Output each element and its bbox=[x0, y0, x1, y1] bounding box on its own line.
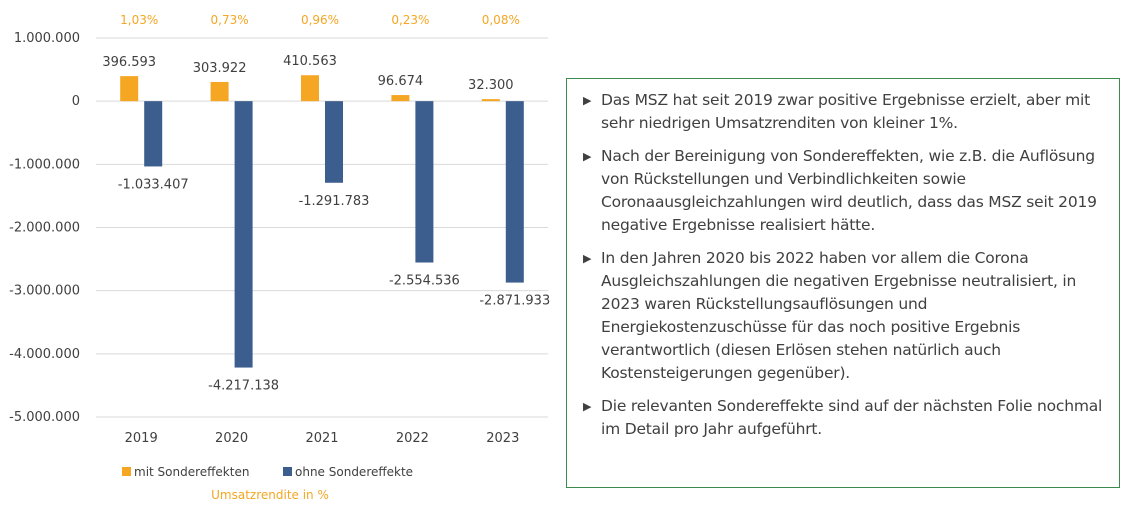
data-labels: 396.593 -1.033.407 303.922 -4.217.138 410.56… bbox=[102, 54, 550, 393]
bullet-text: Das MSZ hat seit 2019 zwar positive Erge… bbox=[601, 91, 1090, 132]
data-label: -4.217.138 bbox=[208, 379, 279, 394]
bar-mit-sondereffekten bbox=[120, 76, 139, 102]
y-tick-label: -3.000.000 bbox=[9, 284, 80, 299]
return-labels: 1,03% 0,73% 0,96% 0,23% 0,08% bbox=[120, 13, 520, 27]
bullet-item: ▶ Nach der Bereinigung von Sondereffekten… bbox=[581, 145, 1105, 237]
legend-label: mit Sondereffekten bbox=[134, 465, 249, 479]
bullet-list: ▶ Das MSZ hat seit 2019 zwar positive Erg… bbox=[581, 89, 1105, 441]
data-label: -1.033.407 bbox=[118, 177, 189, 192]
return-label: 0,96% bbox=[301, 13, 339, 27]
bullet-text: Nach der Bereinigung von Sondereffekten,… bbox=[601, 147, 1097, 234]
data-label: -2.554.536 bbox=[389, 274, 460, 289]
bar-mit-sondereffekten bbox=[301, 75, 319, 102]
x-tick-label: 2021 bbox=[305, 431, 338, 446]
y-tick-label: -2.000.000 bbox=[9, 221, 80, 236]
bars bbox=[120, 75, 524, 368]
return-label: 1,03% bbox=[120, 13, 158, 27]
bullet-item: ▶ Die relevanten Sondereffekte sind auf d… bbox=[581, 395, 1105, 441]
bullet-arrow-icon: ▶ bbox=[583, 400, 592, 413]
legend-swatch bbox=[283, 467, 292, 476]
data-label: 96.674 bbox=[378, 74, 424, 89]
bullet-arrow-icon: ▶ bbox=[583, 94, 592, 107]
data-label: -1.291.783 bbox=[299, 194, 370, 209]
y-tick-label: -5.000.000 bbox=[9, 410, 80, 425]
x-axis-ticks: 2019 2020 2021 2022 2023 bbox=[125, 431, 520, 446]
y-tick-label: -4.000.000 bbox=[9, 347, 80, 362]
legend: mit Sondereffekten ohne Sondereffekte Umsa… bbox=[122, 465, 413, 502]
data-label: 396.593 bbox=[102, 55, 156, 70]
bar-mit-sondereffekten bbox=[210, 81, 229, 102]
x-tick-label: 2022 bbox=[396, 431, 429, 446]
y-tick-label: 0 bbox=[72, 94, 80, 109]
x-tick-label: 2023 bbox=[486, 431, 519, 446]
legend-label: ohne Sondereffekte bbox=[295, 465, 413, 479]
y-tick-label: -1.000.000 bbox=[9, 157, 80, 172]
bullet-item: ▶ Das MSZ hat seit 2019 zwar positive Erg… bbox=[581, 89, 1105, 135]
return-label: 0,23% bbox=[391, 13, 429, 27]
return-label: 0,73% bbox=[211, 13, 249, 27]
bar-ohne-sondereffekte bbox=[144, 101, 163, 167]
x-tick-label: 2020 bbox=[215, 431, 248, 446]
bullet-text: Die relevanten Sondereffekte sind auf de… bbox=[601, 397, 1103, 438]
legend-swatch bbox=[122, 467, 131, 476]
data-label: -2.871.933 bbox=[479, 294, 550, 309]
bar-ohne-sondereffekte bbox=[234, 101, 253, 368]
bullet-arrow-icon: ▶ bbox=[583, 252, 592, 265]
bullet-arrow-icon: ▶ bbox=[583, 150, 592, 163]
returns-legend-label: Umsatzrendite in % bbox=[211, 488, 329, 502]
y-tick-label: 1.000.000 bbox=[14, 31, 80, 46]
bar-ohne-sondereffekte bbox=[505, 101, 524, 283]
bullet-text: In den Jahren 2020 bis 2022 haben vor al… bbox=[601, 249, 1077, 382]
return-label: 0,08% bbox=[482, 13, 520, 27]
x-tick-label: 2019 bbox=[125, 431, 158, 446]
data-label: 410.563 bbox=[283, 54, 337, 69]
data-label: 303.922 bbox=[193, 61, 247, 76]
y-axis-ticks: 1.000.000 0 -1.000.000 -2.000.000 -3.000.000… bbox=[9, 31, 80, 425]
commentary-box: ▶ Das MSZ hat seit 2019 zwar positive Erg… bbox=[566, 78, 1120, 488]
bar-ohne-sondereffekte bbox=[415, 101, 434, 263]
grid-lines bbox=[96, 37, 548, 418]
bar-mit-sondereffekten bbox=[481, 99, 500, 102]
bullet-item: ▶ In den Jahren 2020 bis 2022 haben vor a… bbox=[581, 247, 1105, 385]
data-label: 32.300 bbox=[468, 78, 514, 93]
bar-mit-sondereffekten bbox=[391, 95, 410, 102]
bar-chart: 1.000.000 0 -1.000.000 -2.000.000 -3.000.000… bbox=[9, 13, 550, 502]
bar-ohne-sondereffekte bbox=[325, 101, 343, 183]
